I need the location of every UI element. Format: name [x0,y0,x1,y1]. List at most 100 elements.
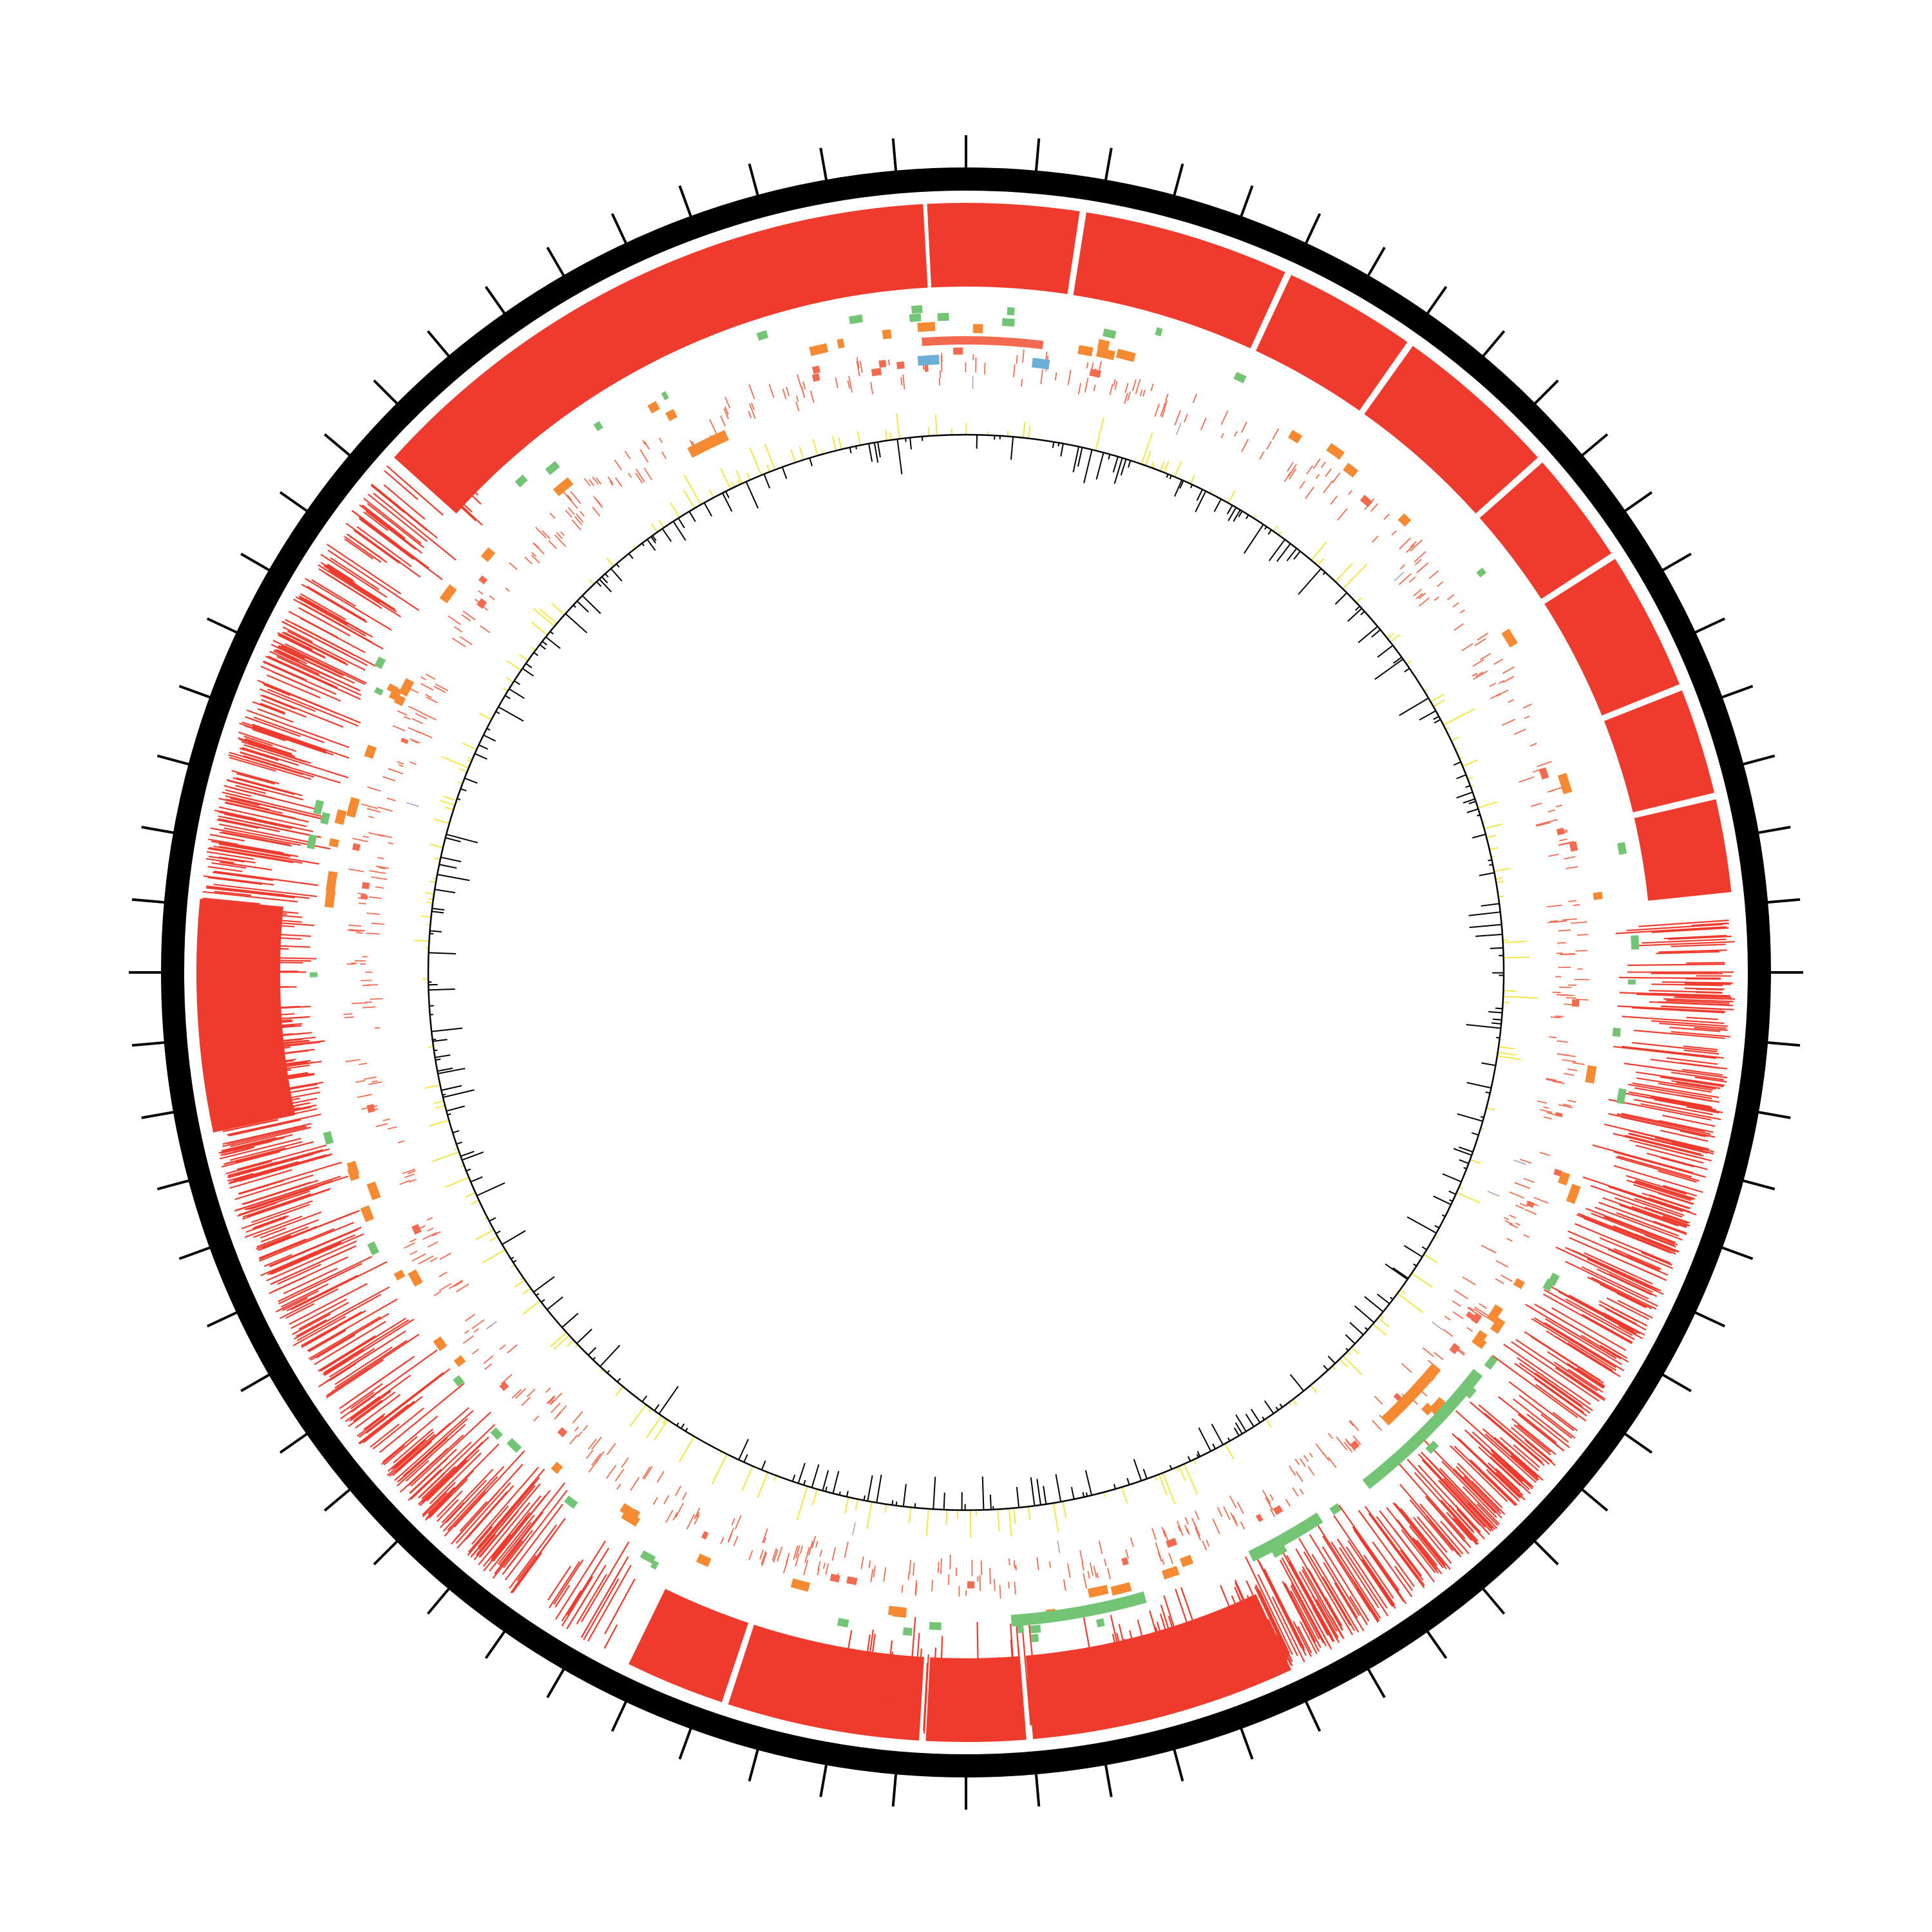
salmon-feature-tick [652,1497,658,1505]
red-feature-line [1321,1546,1370,1622]
salmon-feature-tick [1472,672,1478,677]
salmon-feature-tick [1016,355,1018,364]
red-feature-line [1565,1260,1658,1307]
red-feature-line [1652,992,1730,997]
red-feature-line [1590,1185,1683,1218]
red-feature-line [1181,1651,1198,1700]
salmon-feature-tick [425,694,432,699]
red-feature-line [325,573,383,609]
salmon-feature-tick [378,867,386,869]
gc-negative-spike [1016,1486,1020,1508]
red-feature-line [1302,1569,1338,1632]
green-feature [1627,979,1636,985]
red-feature-line [455,1482,511,1544]
red-feature-line [230,1141,303,1161]
red-feature-line [265,683,361,724]
red-feature-line [1455,1505,1481,1533]
red-feature-line [320,562,396,611]
gc-positive-spike [426,902,433,904]
red-feature-block [1479,462,1612,599]
gc-negative-spike [672,521,687,541]
gc-positive-spike [1451,736,1459,742]
salmon-feature-tick [461,614,471,621]
red-feature-line [1291,1583,1324,1643]
gc-positive-spike [812,439,819,456]
gc-negative-spike [1469,923,1502,929]
salmon-feature-tick [803,1559,809,1575]
red-feature-line [225,1160,272,1175]
salmon-feature-tick [397,761,404,765]
red-feature-line [1517,1457,1544,1481]
red-feature-line [1235,1617,1260,1676]
red-feature-line [845,1658,857,1721]
gc-negative-spike [1471,1132,1479,1136]
gc-negative-spike [661,528,672,542]
green-feature [1464,1385,1477,1399]
orange-feature [1343,462,1359,478]
red-feature-line [334,1346,393,1385]
salmon-feature-tick [644,440,650,450]
salmon-feature-tick [1077,383,1081,395]
red-feature-line [424,431,482,488]
orange-feature [408,1269,423,1287]
red-feature-line [363,498,422,544]
gc-negative-spike [1385,1263,1408,1280]
salmon-feature-tick [1303,1455,1309,1463]
salmon-feature-tick [1416,562,1428,574]
salmon-feature-tick [535,527,547,539]
salmon-feature-tick [1452,1344,1466,1354]
salmon-feature-tick [575,513,584,523]
red-feature-line [222,1134,293,1153]
gc-negative-spike [680,1423,685,1429]
red-feature-line [1567,1368,1604,1393]
salmon-feature-tick [1364,498,1375,510]
red-feature-line [1495,1468,1520,1492]
salmon-feature-tick [1504,1220,1513,1225]
gc-negative-spike [1466,1082,1492,1089]
gc-negative-spike [1233,1427,1240,1436]
red-feature-line [1552,1320,1616,1359]
red-feature-line [1544,1289,1635,1340]
red-feature-line [979,1689,982,1741]
red-feature-line [1670,1166,1705,1178]
salmon-feature-tick [369,1108,379,1112]
red-feature-line [477,1468,545,1548]
gc-negative-spike [562,1312,579,1328]
gc-positive-spike [1224,1443,1235,1460]
salmon-feature-tick [1161,408,1166,418]
gc-negative-spike [456,1141,462,1145]
salmon-feature-tick [459,636,473,645]
salmon-feature-tick [786,386,790,397]
salmon-feature-tick [763,1537,766,1544]
green-feature [1001,317,1015,327]
salmon-feature-tick [607,476,614,484]
red-feature-line [1631,1206,1688,1227]
salmon-feature-tick [1200,417,1207,431]
red-feature-line [1682,1068,1723,1076]
red-feature-line [492,1540,524,1579]
gc-negative-spike [1403,1245,1423,1258]
gc-positive-spike [683,489,696,509]
salmon-feature-tick [1348,490,1352,495]
salmon-feature-tick [643,468,652,480]
red-feature-line [1622,1045,1724,1059]
red-feature-line [213,1108,247,1117]
gc-negative-spike [1355,605,1361,611]
red-feature-line [274,649,299,662]
orange-feature [1326,442,1345,460]
red-feature-line [222,1103,263,1113]
green-feature [650,1560,659,1570]
red-feature-line [1253,1551,1302,1648]
red-feature-line [1524,1331,1601,1381]
gc-positive-spike [1273,526,1278,532]
red-feature-line [1235,1582,1276,1673]
red-feature-line [410,1441,472,1500]
red-feature-line [317,1335,376,1372]
gc-positive-spike [1433,699,1445,707]
gc-positive-spike [645,1415,663,1439]
salmon-feature [924,365,929,372]
red-feature-line [1081,1606,1103,1714]
red-feature-line [200,1031,229,1035]
red-feature-line [394,1447,419,1469]
gc-negative-spike [1113,457,1123,484]
